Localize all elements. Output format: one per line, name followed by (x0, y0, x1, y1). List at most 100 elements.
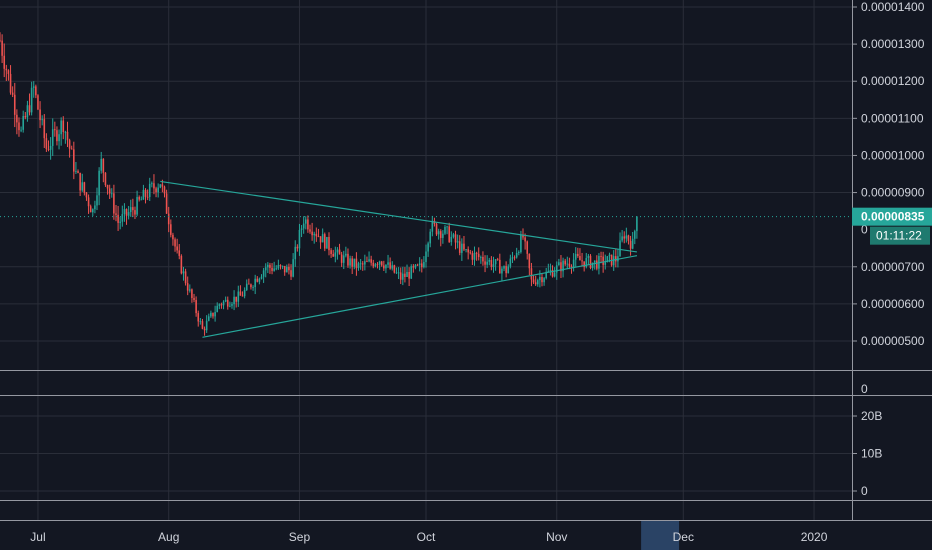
candle-up[interactable] (121, 205, 124, 227)
candle-down[interactable] (138, 195, 140, 202)
candle-down[interactable] (70, 145, 73, 150)
candle-down[interactable] (248, 278, 250, 285)
candle-down[interactable] (351, 255, 353, 275)
candle-down[interactable] (568, 257, 571, 270)
candle-down[interactable] (186, 276, 189, 296)
candle-down[interactable] (408, 267, 410, 286)
candle-up[interactable] (357, 261, 360, 271)
candle-up[interactable] (515, 247, 518, 259)
candle-up[interactable] (321, 228, 324, 243)
candle-up[interactable] (96, 187, 98, 211)
candle-up[interactable] (123, 203, 126, 222)
candle-down[interactable] (467, 246, 469, 260)
pane-separators[interactable] (0, 0, 932, 521)
candle-up[interactable] (216, 302, 219, 313)
candle-down[interactable] (11, 86, 14, 98)
candle-up[interactable] (558, 258, 560, 266)
candle-up[interactable] (566, 256, 569, 270)
candle-down[interactable] (73, 141, 75, 180)
candle-down[interactable] (241, 291, 244, 297)
candle-up[interactable] (237, 285, 240, 307)
candle-down[interactable] (220, 302, 223, 309)
candle-up[interactable] (142, 184, 145, 200)
candle-down[interactable] (338, 243, 341, 255)
candle-up[interactable] (423, 256, 425, 269)
volume-axis[interactable]: 20B 10B 0 (852, 409, 882, 498)
candle-down[interactable] (528, 253, 531, 276)
candle-down[interactable] (155, 186, 157, 198)
candle-up[interactable] (549, 263, 552, 276)
candle-down[interactable] (623, 231, 626, 244)
candle-down[interactable] (317, 228, 320, 238)
candle-up[interactable] (243, 287, 246, 299)
candle-down[interactable] (366, 256, 368, 263)
candle-down[interactable] (144, 188, 147, 204)
candle-down[interactable] (66, 121, 69, 148)
candle-down[interactable] (283, 265, 286, 276)
candle-down[interactable] (330, 248, 332, 258)
candle-down[interactable] (256, 276, 259, 283)
candle-down[interactable] (600, 251, 602, 264)
candle-down[interactable] (47, 140, 50, 152)
candle-up[interactable] (22, 110, 24, 133)
candle-down[interactable] (56, 126, 58, 146)
candle-down[interactable] (235, 296, 237, 308)
candle-up[interactable] (547, 263, 550, 273)
candle-down[interactable] (416, 263, 419, 267)
candle-up[interactable] (461, 238, 463, 261)
candle-down[interactable] (79, 172, 81, 196)
candle-down[interactable] (165, 189, 168, 214)
candle-up[interactable] (587, 253, 590, 266)
candle-down[interactable] (226, 296, 229, 310)
candle-down[interactable] (271, 263, 273, 275)
candle-down[interactable] (184, 268, 187, 286)
candle-up[interactable] (275, 265, 278, 271)
candle-up[interactable] (157, 183, 159, 198)
candle-down[interactable] (307, 215, 309, 233)
candle-up[interactable] (224, 296, 227, 303)
candle-up[interactable] (119, 217, 122, 230)
candle-up[interactable] (572, 253, 575, 272)
candle-down[interactable] (104, 172, 107, 187)
candle-down[interactable] (153, 174, 155, 195)
candle-down[interactable] (534, 275, 537, 286)
candle-down[interactable] (193, 293, 195, 303)
candle-down[interactable] (54, 121, 56, 137)
candle-up[interactable] (159, 184, 162, 189)
price-axis[interactable]: 0.00001400 0.00001300 0.00001200 0.00001100… (852, 0, 925, 348)
candle-up[interactable] (58, 129, 60, 150)
candle-up[interactable] (254, 274, 256, 295)
candle-down[interactable] (530, 262, 533, 287)
candle-up[interactable] (391, 261, 394, 271)
candle-up[interactable] (110, 188, 113, 198)
candle-down[interactable] (170, 219, 172, 238)
candle-up[interactable] (402, 266, 404, 286)
candles-layer[interactable] (0, 32, 638, 336)
candle-up[interactable] (473, 246, 476, 266)
candle-down[interactable] (469, 249, 472, 255)
candle-up[interactable] (210, 310, 212, 318)
candle-down[interactable] (5, 64, 8, 82)
candle-down[interactable] (197, 310, 200, 327)
candle-up[interactable] (258, 277, 261, 285)
candle-down[interactable] (332, 249, 335, 257)
candle-down[interactable] (37, 94, 39, 111)
candle-down[interactable] (412, 264, 415, 273)
candle-down[interactable] (125, 208, 128, 225)
candle-down[interactable] (108, 184, 111, 199)
candle-up[interactable] (342, 250, 345, 270)
candle-up[interactable] (205, 315, 208, 333)
candle-down[interactable] (13, 82, 16, 128)
candle-up[interactable] (207, 313, 210, 322)
candle-up[interactable] (182, 266, 185, 281)
candle-up[interactable] (222, 300, 225, 310)
candle-up[interactable] (281, 265, 284, 270)
candle-down[interactable] (102, 158, 105, 183)
candle-up[interactable] (20, 126, 22, 133)
candle-down[interactable] (87, 194, 90, 214)
candle-up[interactable] (359, 259, 362, 270)
candle-down[interactable] (117, 206, 119, 231)
candle-down[interactable] (178, 244, 181, 260)
candle-up[interactable] (313, 231, 316, 244)
